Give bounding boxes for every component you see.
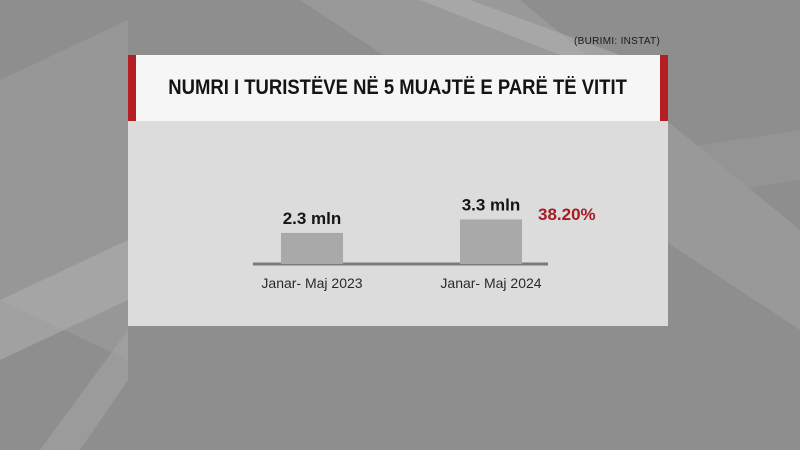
category-label-0: Janar- Maj 2023: [261, 275, 362, 291]
chart-title: NUMRI I TURISTËVE NË 5 MUAJTË E PARË TË …: [168, 76, 628, 99]
category-label-1: Janar- Maj 2024: [440, 275, 541, 291]
data-label-0: 2.3 mln: [283, 209, 342, 228]
bar-chart: 2.3 mln Janar- Maj 2023 3.3 mln Janar- Maj …: [253, 195, 548, 291]
chart-panel: 2.3 mln Janar- Maj 2023 3.3 mln Janar- Maj …: [128, 121, 668, 326]
bar-0: [281, 232, 343, 264]
bar-1: [460, 219, 522, 264]
source-label: (BURIMI: INSTAT): [574, 36, 661, 47]
title-bar: NUMRI I TURISTËVE NË 5 MUAJTË E PARË TË …: [128, 55, 668, 121]
data-label-1: 3.3 mln: [462, 195, 521, 214]
change-percentage: 38.20%: [538, 205, 596, 224]
